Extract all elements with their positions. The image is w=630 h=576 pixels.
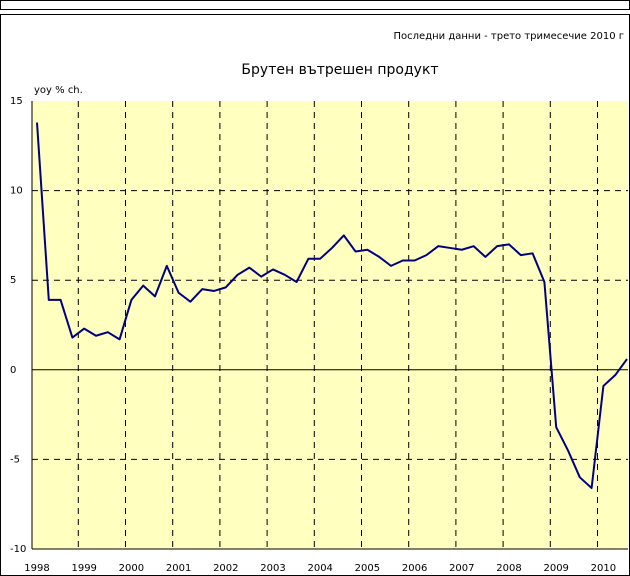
- chart-title: Брутен вътрешен продукт: [241, 62, 438, 78]
- y-tick-label: 10: [10, 186, 23, 197]
- y-tick-label: 0: [10, 365, 16, 376]
- x-tick-label: 2005: [355, 563, 380, 574]
- y-tick-label: -5: [10, 454, 20, 465]
- x-tick-label: 2010: [591, 563, 616, 574]
- top-frame: [0, 0, 630, 10]
- plot-area: [32, 101, 628, 549]
- x-tick-label: 2009: [543, 563, 568, 574]
- x-tick-label: 1999: [71, 563, 96, 574]
- x-tick-label: 1998: [24, 563, 49, 574]
- data-line: [36, 122, 628, 490]
- x-tick-label: 2003: [260, 563, 285, 574]
- y-tick-label: 5: [10, 275, 16, 286]
- x-tick-label: 2007: [449, 563, 474, 574]
- x-tick-label: 2008: [496, 563, 521, 574]
- x-tick-label: 2002: [213, 563, 238, 574]
- x-tick-label: 2000: [119, 563, 144, 574]
- y-tick-label: 15: [10, 96, 23, 107]
- y-tick-label: -10: [10, 544, 26, 555]
- x-tick-label: 2004: [307, 563, 332, 574]
- x-tick-label: 2006: [402, 563, 427, 574]
- y-axis-label: yoy % ch.: [34, 85, 83, 96]
- subtitle: Последни данни - трето тримесечие 2010 г: [394, 31, 624, 42]
- x-tick-label: 2001: [166, 563, 191, 574]
